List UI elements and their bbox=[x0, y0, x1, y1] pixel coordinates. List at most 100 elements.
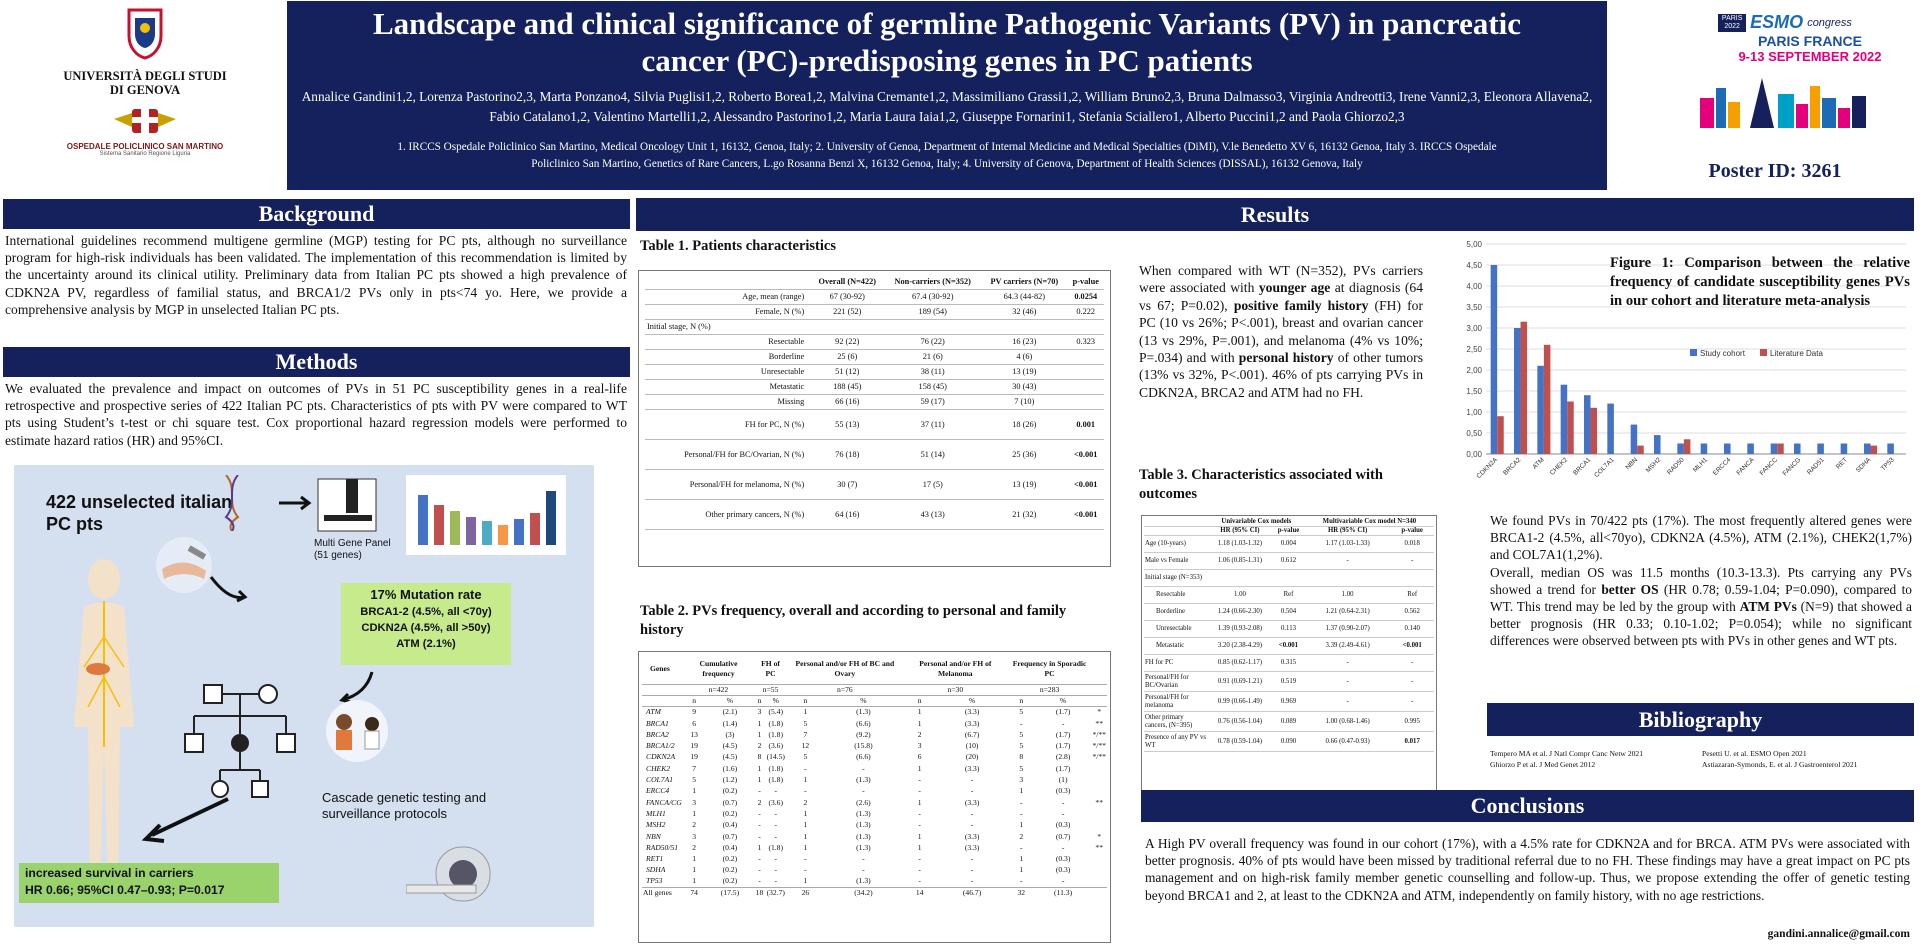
table-cell: 0.113 bbox=[1272, 620, 1305, 638]
table-cell: Age (10-years) bbox=[1144, 535, 1208, 553]
table-cell: 0.017 bbox=[1390, 731, 1434, 752]
table-cell: 13 (19) bbox=[981, 469, 1068, 500]
table-cell: (4.5) bbox=[722, 752, 738, 762]
table-cell: (1.3) bbox=[856, 876, 871, 886]
table-row: Personal/FH for melanoma, N (%) 30 (7) 17 … bbox=[645, 469, 1104, 500]
table-cell: 67 (30-92) bbox=[810, 289, 885, 305]
table-cell bbox=[1091, 865, 1107, 876]
table-cell: - bbox=[804, 786, 807, 796]
bar-study-cohort bbox=[1724, 443, 1731, 454]
table-cell: 0.66 (0.47-0.93) bbox=[1304, 731, 1391, 752]
bar-study-cohort bbox=[1817, 443, 1824, 454]
table-cell: - bbox=[918, 820, 921, 830]
table2-header-cell: Cumulative frequency bbox=[699, 658, 738, 678]
table-row: BRCA2 13 (3) 1 (1.8) 7 (9.2) 2 (6.7) 5 (1.7) */** bbox=[642, 729, 1107, 740]
table-cell: 67.4 (30-92) bbox=[884, 289, 982, 305]
table3-caption: Table 3. Characteristics associated with… bbox=[1139, 467, 1383, 502]
hospital-name: OSPEDALE POLICLINICO SAN MARTINO bbox=[66, 142, 224, 151]
table-cell: BRCA1/2 bbox=[646, 741, 675, 751]
poster-title: Landscape and clinical significance of g… bbox=[372, 6, 1522, 78]
table3-header-cell: Multivariable Cox model N=340 bbox=[1304, 518, 1434, 527]
table2-header-cell: Frequency in Sporadic PC bbox=[1012, 658, 1087, 678]
x-tick-label: ERCC4 bbox=[1712, 456, 1733, 477]
table-cell: 2 bbox=[692, 842, 697, 852]
table-cell: ** bbox=[1095, 797, 1103, 807]
reference: Pesetti U. et al. ESMO Open 2021 bbox=[1702, 749, 1807, 758]
table2-n-cell: n=422 bbox=[708, 684, 729, 694]
bar-study-cohort bbox=[1514, 328, 1521, 454]
table-cell: - bbox=[862, 865, 865, 875]
table-cell: - bbox=[970, 854, 974, 864]
table-cell: - bbox=[862, 786, 865, 796]
table-cell: 1 bbox=[1019, 820, 1024, 830]
x-tick-label: FANCA bbox=[1735, 456, 1756, 477]
bar-literature-data bbox=[1520, 321, 1528, 454]
table-cell: Ref bbox=[1272, 586, 1305, 604]
table-cell: (1.3) bbox=[856, 808, 871, 818]
bar-study-cohort bbox=[1840, 443, 1848, 454]
x-tick-label: CDKN2A bbox=[1475, 456, 1499, 480]
table-cell: 19 bbox=[690, 741, 698, 751]
table-cell: Resectable bbox=[645, 334, 811, 350]
table-cell bbox=[1091, 887, 1107, 898]
table-cell: 1 bbox=[803, 842, 808, 852]
table-cell: (1.7) bbox=[1055, 729, 1071, 739]
table-row: NBN 3 (0.7) - - 1 (1.3) 1 (3.3) 2 (0.7) * bbox=[642, 831, 1107, 842]
mini-bar-chart-icon bbox=[406, 475, 566, 555]
table-cell: 5 bbox=[1019, 763, 1024, 773]
table-cell bbox=[1091, 820, 1107, 831]
table-cell: 64 (16) bbox=[810, 499, 885, 530]
panel-label: Multi Gene Panel (51 genes) bbox=[314, 538, 391, 561]
table-cell: Metastatic bbox=[1144, 637, 1208, 655]
table-cell: (0.7) bbox=[722, 797, 738, 807]
table-cell: - bbox=[918, 865, 921, 875]
table-cell: 2 bbox=[803, 797, 808, 807]
emphasis: positive family history bbox=[1233, 297, 1369, 313]
table-cell: 0.140 bbox=[1390, 620, 1434, 638]
table2-sub-header-row: n% n% n% n% n% bbox=[642, 695, 1107, 707]
table-cell: 1 bbox=[692, 854, 697, 864]
table-cell: - bbox=[758, 831, 761, 841]
arrow-down-left-icon bbox=[339, 671, 374, 704]
bar-literature-data bbox=[1777, 443, 1784, 454]
y-tick-label: 2,00 bbox=[1466, 366, 1482, 375]
table-cell: (0.4) bbox=[722, 842, 738, 852]
table-cell: 158 (45) bbox=[884, 379, 982, 395]
table-cell: - bbox=[918, 876, 921, 886]
table-cell: ** bbox=[1095, 842, 1103, 852]
table-row: Unresectable 1.39 (0.93-2.08) 0.113 1.37 (0… bbox=[1144, 620, 1434, 638]
table-cell: (1.7) bbox=[1055, 741, 1071, 751]
table1-header-cell: Overall (N=422) bbox=[810, 274, 885, 290]
table-cell: - bbox=[774, 831, 777, 841]
table-cell: Other primary cancers, (N=395) bbox=[1144, 711, 1208, 732]
emphasis: personal history bbox=[1238, 350, 1334, 366]
table-cell: RAD50/51 bbox=[646, 842, 679, 852]
bar-literature-data bbox=[1567, 401, 1574, 454]
table-cell: - bbox=[1019, 876, 1023, 886]
table2-sub-header-cell: n bbox=[692, 695, 697, 705]
table-cell: (0.2) bbox=[722, 808, 738, 818]
table-cell: (1.3) bbox=[856, 842, 871, 852]
table2-sub-header-cell: n bbox=[757, 695, 762, 705]
table-cell: 3 bbox=[917, 741, 922, 751]
table-row: Resectable 1.00 Ref 1.00 Ref bbox=[1144, 586, 1434, 604]
pedigree-icon bbox=[184, 684, 296, 798]
table-cell: - bbox=[1019, 842, 1023, 852]
table-cell: 2 bbox=[757, 797, 762, 807]
table-cell: (1.3) bbox=[856, 820, 871, 830]
table-cell: - bbox=[774, 786, 777, 796]
table-cell: Ref bbox=[1390, 586, 1434, 604]
table-cell: Initial stage, N (%) bbox=[645, 319, 811, 335]
table-cell: - bbox=[1390, 552, 1434, 570]
table-cell: 19 bbox=[690, 752, 698, 762]
table2-sub-header-cell: n bbox=[1019, 695, 1024, 705]
methods-heading: Methods bbox=[3, 347, 630, 377]
table-cell: 0.090 bbox=[1272, 731, 1305, 752]
y-tick-label: 3,00 bbox=[1466, 324, 1482, 333]
methods-text: We evaluated the prevalence and impact o… bbox=[5, 381, 627, 448]
legend-swatch bbox=[1690, 349, 1697, 356]
table-cell: (20) bbox=[965, 752, 979, 762]
table-cell: ATM bbox=[646, 707, 661, 717]
table-cell: - bbox=[1019, 797, 1023, 807]
table-row: ATM 9 (2.1) 3 (5.4) 1 (1.3) 1 (3.3) 5 (1.7) * bbox=[642, 707, 1107, 718]
